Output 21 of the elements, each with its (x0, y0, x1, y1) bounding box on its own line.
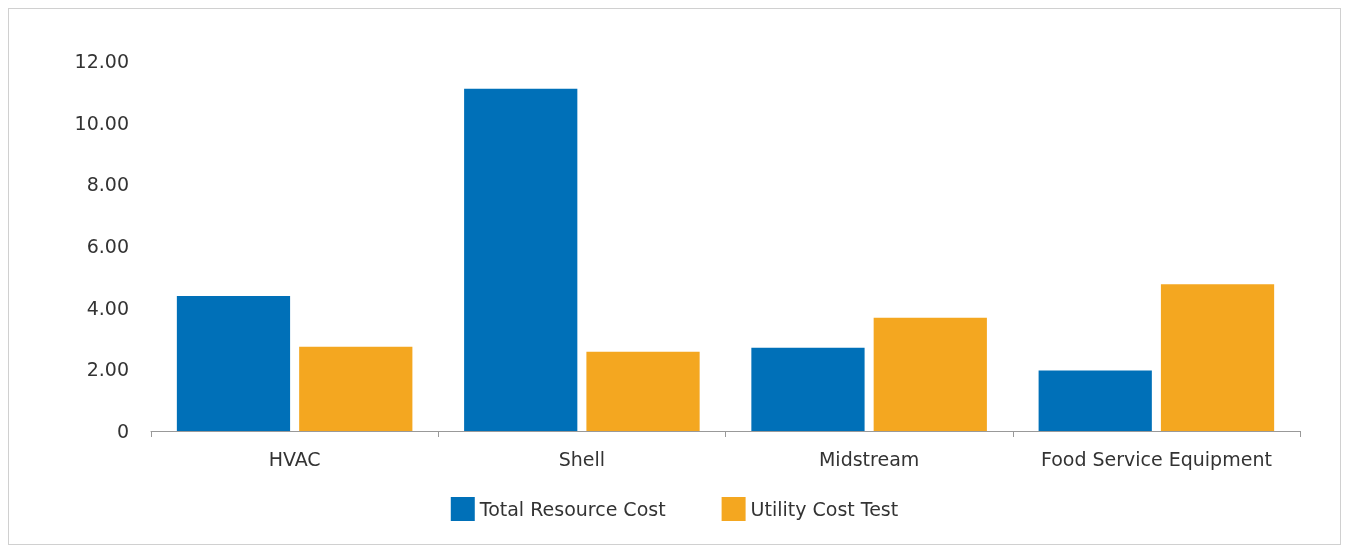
legend-label: Total Resource Cost (478, 498, 666, 520)
x-tick-label: Shell (558, 447, 606, 470)
y-tick-label: 8.00 (86, 173, 129, 196)
x-tick-label: HVAC (268, 447, 321, 470)
y-tick-label: 10.00 (74, 111, 129, 134)
bar (299, 346, 413, 431)
bar (751, 347, 865, 431)
bar (586, 351, 700, 431)
y-tick-label: 4.00 (86, 296, 129, 319)
bar (176, 295, 291, 431)
x-tick-label: Midstream (818, 447, 920, 470)
bar (1160, 284, 1275, 431)
bar (464, 88, 578, 431)
y-tick-label: 2.00 (86, 358, 129, 381)
bar (873, 317, 987, 431)
y-tick-label: 6.00 (86, 235, 129, 257)
y-tick-label: 12.00 (74, 50, 129, 72)
bar (1038, 370, 1152, 431)
x-tick-label: Food Service Equipment (1040, 447, 1272, 470)
y-tick-label: 0 (116, 420, 129, 442)
legend-label: Utility Cost Test (750, 498, 899, 520)
